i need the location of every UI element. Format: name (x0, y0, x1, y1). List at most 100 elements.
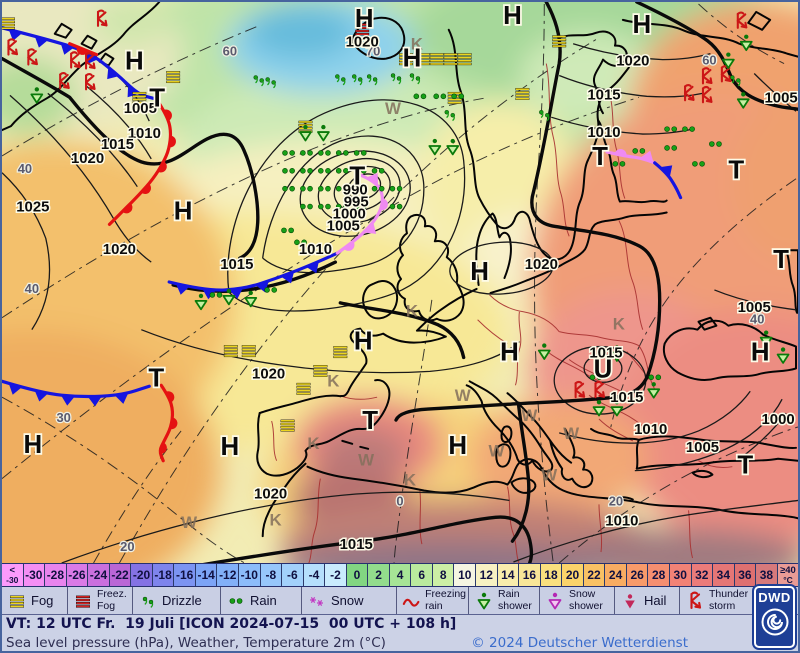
scale-cell: 10 (454, 564, 477, 586)
scale-cell: 36 (734, 564, 757, 586)
warm-front (68, 42, 99, 57)
thunderstorm-icon (690, 591, 702, 609)
latlon-label: 60 (702, 53, 716, 68)
isobar-label: 1000 (762, 412, 795, 428)
warm-front (107, 101, 173, 227)
coastlines (2, 2, 798, 538)
scale-cell: -22 (109, 564, 132, 586)
high-center-label: H (448, 432, 467, 460)
low-center-label: T (592, 143, 608, 171)
legend-item-snow_shower: Snow shower (540, 587, 615, 614)
occluded-front (335, 173, 384, 255)
snow-shower-icon (548, 592, 562, 609)
isobar-label: 1015 (610, 390, 643, 406)
latlon-label: 40 (25, 281, 39, 296)
scale-cell: 28 (648, 564, 670, 586)
airmass-label: W (181, 513, 197, 532)
high-center-label: H (125, 48, 144, 76)
scale-cell: 18 (540, 564, 563, 586)
scale-cell: < -30 (2, 564, 24, 586)
dwd-logo: DWD (754, 586, 795, 648)
dwd-logo-text: DWD (758, 590, 791, 605)
map-description-line: Sea level pressure (hPa), Weather, Tempe… (2, 635, 798, 651)
isobar-label: 1000 (333, 206, 366, 222)
isobar-label: 1020 (252, 366, 285, 382)
scale-cell: 30 (669, 564, 692, 586)
low-center-label: T (149, 84, 165, 112)
latlon-label: 30 (57, 410, 71, 425)
airmass-label: W (455, 386, 471, 405)
legend-item-hail: Hail (615, 587, 680, 614)
isobar-label: 1005 (124, 101, 157, 117)
isobar-label: 1015 (101, 137, 134, 153)
hail-icon (625, 593, 635, 608)
latlon-label: 20 (609, 493, 623, 508)
isobar-label: 1010 (299, 242, 332, 258)
airmass-label: W (563, 424, 579, 443)
scale-cell: 0 (346, 564, 369, 586)
isobar-label: 1015 (587, 87, 620, 103)
scale-cell: -8 (260, 564, 283, 586)
low-center-label: T (362, 407, 378, 435)
legend-item-snow: Snow (302, 587, 397, 614)
high-center-label: H (751, 338, 770, 366)
airmass-label: W (541, 466, 557, 485)
legend-item-freezing_rain: Freezing rain (397, 587, 469, 614)
scale-cell: 38 (756, 564, 778, 586)
isobar-label: 1015 (220, 257, 253, 273)
airmass-label: K (307, 434, 320, 453)
high-center-label: H (632, 11, 651, 39)
parameter-description: Sea level pressure (hPa), Weather, Tempe… (6, 635, 386, 651)
isobar-label: 1025 (16, 200, 49, 216)
isobar-label: 1020 (254, 486, 287, 502)
fog-icon (10, 595, 24, 608)
isobar-label: 1010 (605, 513, 638, 529)
latlon-label: 60 (223, 44, 237, 59)
high-center-label: H (503, 2, 522, 30)
latlon-label: 40 (750, 312, 764, 327)
scale-cell: ≥40 °C (777, 564, 798, 586)
legend-item-drizzle: Drizzle (133, 587, 221, 614)
latlon-label: 0 (396, 493, 403, 508)
airmass-label: W (521, 406, 537, 425)
high-center-label: H (355, 5, 374, 33)
low-center-label: T (728, 157, 744, 185)
high-center-label: H (500, 338, 519, 366)
legend-item-freezing_fog: Freez. Fog (68, 587, 133, 614)
high-center-label: H (470, 258, 489, 286)
low-center-label: T (737, 452, 753, 480)
latlon-label: 20 (120, 539, 134, 554)
copyright-text: © 2024 Deutscher Wetterdienst (471, 635, 688, 651)
high-center-label: H (24, 431, 43, 459)
legend-label: Snow (331, 593, 364, 608)
scale-cell: 8 (432, 564, 455, 586)
validity-time-line: VT: 12 UTC Fr. 19 Juli [ICON 2024-07-15 … (2, 615, 798, 635)
high-center-label: H (403, 45, 422, 73)
scale-cell: -30 (23, 564, 46, 586)
weather-symbol-legend: Fog Freez. Fog Drizzle Rain Snow Freezing rain R… (2, 587, 798, 615)
airmass-label: K (411, 35, 424, 54)
low-center-label: T (773, 246, 789, 274)
cold-front (2, 379, 151, 399)
scale-cell: 34 (713, 564, 735, 586)
low-center-label: U (594, 355, 613, 383)
scale-cell: 2 (368, 564, 390, 586)
rain-shower-icon (477, 592, 491, 609)
legend-label: Freez. Fog (97, 588, 127, 612)
rain-icon (229, 597, 243, 604)
temperature-color-scale: < -30 -30 -28 -26 -24 -22 -20 -18 -16 -14 -12 -10 -8-… (2, 564, 798, 587)
scale-cell: 16 (519, 564, 541, 586)
airmass-label: K (270, 510, 283, 529)
scale-cell: 4 (389, 564, 412, 586)
legend-label: Drizzle (162, 593, 202, 608)
isobar-label: 1005 (686, 440, 719, 456)
legend-label: Freezing rain (425, 588, 466, 612)
temperature-field (2, 2, 798, 563)
legend-item-thunderstorm: Thunder storm (680, 587, 759, 614)
isobar-label: 990 (343, 183, 368, 199)
low-center-label: T (349, 163, 365, 191)
isobar-label: 1010 (128, 126, 161, 142)
